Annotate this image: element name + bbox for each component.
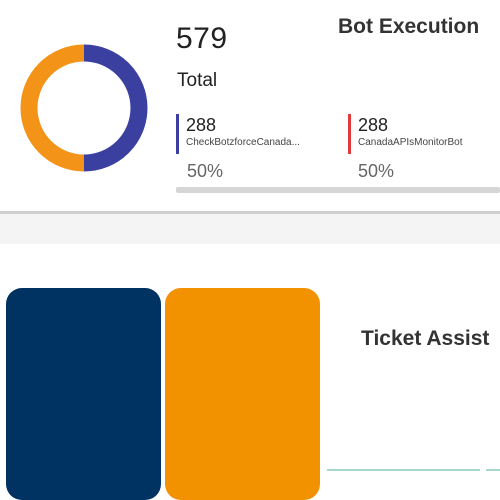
bot-color-bar xyxy=(176,114,179,154)
bot-name: CheckBotzforceCanada... xyxy=(186,137,300,148)
total-value: 579 xyxy=(176,22,228,55)
donut-slice-1[interactable] xyxy=(83,44,148,172)
total-label: Total xyxy=(177,70,218,91)
ticket-tile-blue[interactable] xyxy=(6,288,161,500)
bot-execution-donut-chart xyxy=(20,44,148,172)
bot-percent: 50% xyxy=(187,161,224,181)
bot-count: 288 xyxy=(358,115,389,135)
chart-line xyxy=(327,469,480,471)
chart-line xyxy=(486,469,500,471)
section-gap xyxy=(0,214,500,244)
horizontal-scrollbar[interactable] xyxy=(176,187,500,193)
bot-name: CanadaAPIsMonitorBot xyxy=(358,137,463,148)
donut-slice-2[interactable] xyxy=(20,44,85,172)
section-divider xyxy=(0,211,500,214)
bot-color-bar xyxy=(348,114,351,154)
bot-stat-canada-apis[interactable]: 288 CanadaAPIsMonitorBot xyxy=(348,114,463,154)
bot-stat-checkbotz[interactable]: 288 CheckBotzforceCanada... xyxy=(176,114,336,154)
bot-percent: 50% xyxy=(358,161,395,181)
ticket-tile-orange[interactable] xyxy=(165,288,320,500)
bot-count: 288 xyxy=(186,115,217,135)
ticket-assist-title: Ticket Assist xyxy=(361,327,490,350)
bot-execution-title: Bot Execution xyxy=(338,15,480,38)
bot-execution-panel: 579 Total Bot Execution 288 CheckBotzfor… xyxy=(0,0,500,215)
